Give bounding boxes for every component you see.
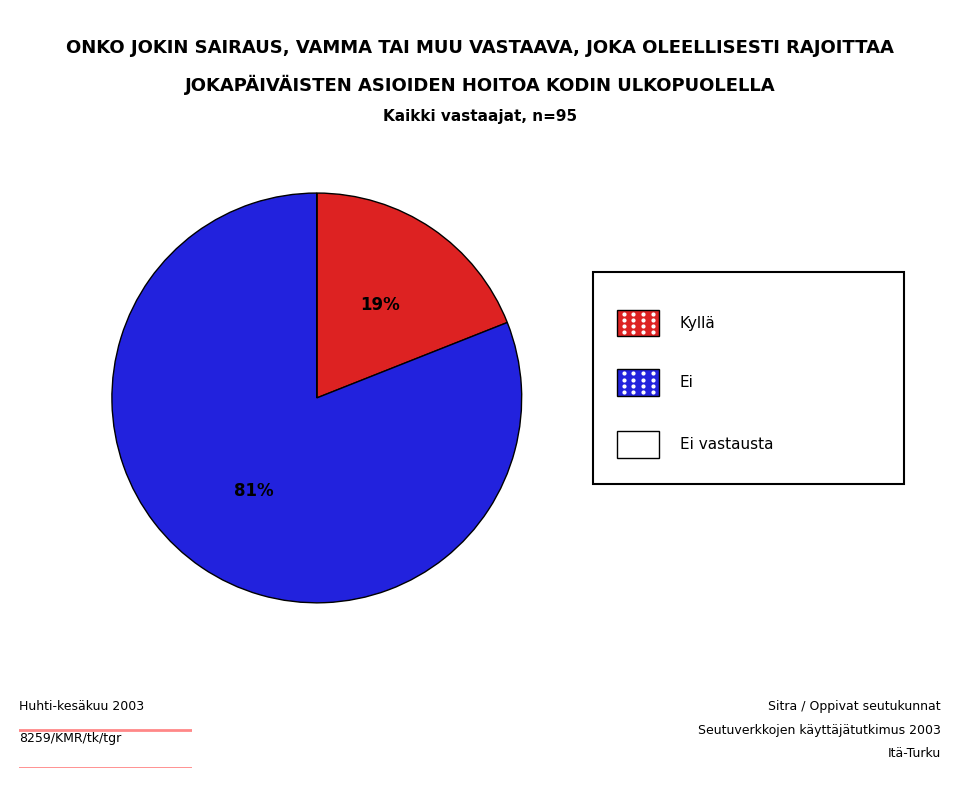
Bar	[617, 431, 659, 458]
Wedge shape	[112, 193, 521, 603]
Text: 81%: 81%	[233, 482, 274, 500]
Bar	[617, 310, 659, 336]
Bar	[617, 370, 659, 396]
Text: Seutuverkkojen käyttäjätutkimus 2003: Seutuverkkojen käyttäjätutkimus 2003	[698, 724, 941, 737]
Text: taloustutkimus oy: taloustutkimus oy	[42, 742, 169, 755]
Text: 19%: 19%	[360, 296, 400, 314]
Text: 8259/KMR/tk/tgr: 8259/KMR/tk/tgr	[19, 732, 122, 745]
Text: ONKO JOKIN SAIRAUS, VAMMA TAI MUU VASTAAVA, JOKA OLEELLISESTI RAJOITTAA: ONKO JOKIN SAIRAUS, VAMMA TAI MUU VASTAA…	[66, 39, 894, 58]
Text: JOKAPÄIVÄISTEN ASIOIDEN HOITOA KODIN ULKOPUOLELLA: JOKAPÄIVÄISTEN ASIOIDEN HOITOA KODIN ULK…	[184, 75, 776, 95]
Text: Huhti-kesäkuu 2003: Huhti-kesäkuu 2003	[19, 701, 144, 713]
Text: Kaikki vastaajat, n=95: Kaikki vastaajat, n=95	[383, 109, 577, 124]
Text: Kyllä: Kyllä	[680, 315, 715, 331]
Text: Ei: Ei	[680, 375, 693, 390]
Text: Sitra / Oppivat seutukunnat: Sitra / Oppivat seutukunnat	[768, 701, 941, 713]
Text: Itä-Turku: Itä-Turku	[888, 748, 941, 760]
Text: Ei vastausta: Ei vastausta	[680, 437, 773, 452]
Wedge shape	[317, 193, 507, 398]
